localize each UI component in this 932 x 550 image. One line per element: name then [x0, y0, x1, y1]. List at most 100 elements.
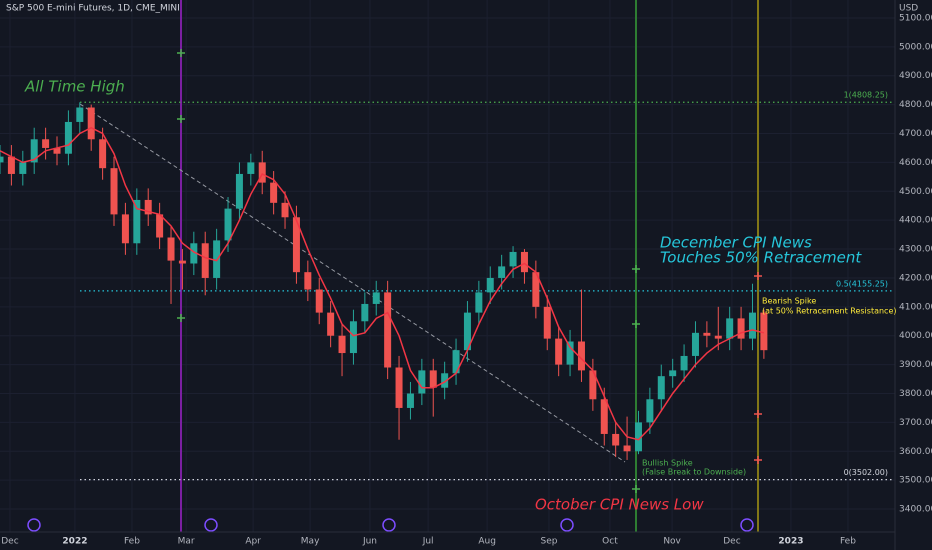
event-icon — [740, 518, 754, 532]
candle-body — [338, 335, 346, 354]
candle-body — [543, 306, 551, 339]
event-icon — [382, 518, 396, 532]
candle-body — [99, 139, 107, 169]
y-tick-label: 4900.00 — [899, 71, 932, 81]
candle-body — [190, 243, 198, 264]
y-tick-label: 4300.00 — [899, 245, 932, 255]
x-tick-label: Jun — [362, 537, 377, 547]
candle-body — [384, 292, 392, 368]
y-tick-label: 4500.00 — [899, 187, 932, 197]
candle-body — [646, 399, 654, 423]
x-tick-label: Aug — [478, 537, 496, 547]
candle-body — [589, 370, 597, 400]
candle-body — [304, 272, 312, 290]
currency: USD — [899, 4, 918, 14]
plus-marker — [754, 272, 762, 464]
candle-body — [623, 445, 631, 452]
candle-body — [463, 312, 471, 351]
y-tick-label: 3700.00 — [899, 418, 932, 428]
candle-body — [737, 318, 745, 339]
candle-body — [452, 350, 460, 374]
candle-body — [235, 173, 243, 209]
candle-body — [566, 341, 574, 365]
candle-body — [201, 243, 209, 278]
candle-body — [42, 139, 50, 148]
candle-body — [53, 147, 61, 154]
candle-body — [76, 107, 84, 122]
candle-body — [691, 332, 699, 356]
price-axis — [895, 0, 932, 550]
candle-body — [64, 121, 72, 154]
event-icon — [204, 518, 218, 532]
candle-body — [418, 370, 426, 394]
candle-body — [30, 139, 38, 163]
candle-body — [498, 266, 506, 278]
candle-body — [577, 341, 585, 371]
y-tick-label: 5000.00 — [899, 42, 932, 52]
time-axis — [0, 532, 932, 550]
candle-body — [361, 303, 369, 322]
candle-body — [281, 202, 289, 218]
event-icon — [560, 518, 574, 532]
candle-body — [167, 237, 175, 261]
candle-body — [509, 251, 517, 267]
x-tick-label: 2022 — [62, 537, 87, 547]
candle-body — [486, 277, 494, 293]
candle-body — [292, 217, 300, 273]
x-tick-label: Dec — [723, 537, 740, 547]
candle-body — [121, 214, 129, 244]
trend-line — [79, 103, 626, 463]
candle-body — [726, 318, 734, 339]
x-tick-label: 2023 — [778, 537, 803, 547]
candle-body — [270, 182, 278, 203]
candle-body — [156, 214, 164, 238]
candle-body — [372, 292, 380, 304]
candle-body — [634, 422, 642, 452]
candle-body — [555, 338, 563, 365]
y-tick-label: 4700.00 — [899, 129, 932, 139]
event-icons — [27, 518, 754, 532]
candle-body — [703, 332, 711, 336]
candle-body — [19, 162, 27, 174]
annotation: (at 50% Retracement Resistance) — [762, 307, 897, 316]
candle-body — [0, 156, 4, 163]
candle-body — [520, 251, 528, 273]
candle-body — [258, 162, 266, 183]
x-tick-label: Sep — [540, 537, 557, 547]
candle-body — [110, 168, 118, 215]
x-tick-label: Oct — [602, 537, 618, 547]
x-tick-label: Apr — [245, 537, 261, 547]
candle-body — [532, 272, 540, 307]
event-icon — [27, 518, 41, 532]
plus-marker — [177, 49, 640, 493]
candle-body — [612, 433, 620, 446]
candle-body — [657, 376, 665, 400]
candle-body — [760, 312, 768, 351]
annotation: December CPI News — [660, 234, 812, 252]
candle-body — [327, 312, 335, 336]
candle-body — [748, 312, 756, 339]
candle-body — [714, 335, 722, 339]
candle-body — [680, 355, 688, 371]
x-tick-label: Jul — [422, 537, 434, 547]
candle-body — [669, 370, 677, 377]
y-tick-label: 4800.00 — [899, 100, 932, 110]
candle-body — [315, 289, 323, 313]
candle-body — [395, 367, 403, 408]
y-tick-label: 3600.00 — [899, 447, 932, 457]
y-tick-label: 4400.00 — [899, 216, 932, 226]
y-tick-label: 4100.00 — [899, 302, 932, 312]
fib-label: 0(3502.00) — [844, 468, 888, 477]
candle-body — [133, 199, 141, 244]
candle-body — [224, 208, 232, 241]
chart-title: S&P 500 E-mini Futures, 1D, CME_MINI — [6, 4, 180, 14]
x-tick-label: Feb — [840, 537, 856, 547]
annotation: Bearish Spike — [762, 297, 816, 306]
y-tick-label: 3800.00 — [899, 389, 932, 399]
candle-body — [349, 321, 357, 354]
fib-label: 1(4808.25) — [844, 91, 888, 100]
annotation: October CPI News Low — [535, 496, 704, 514]
candle-body — [7, 156, 15, 174]
